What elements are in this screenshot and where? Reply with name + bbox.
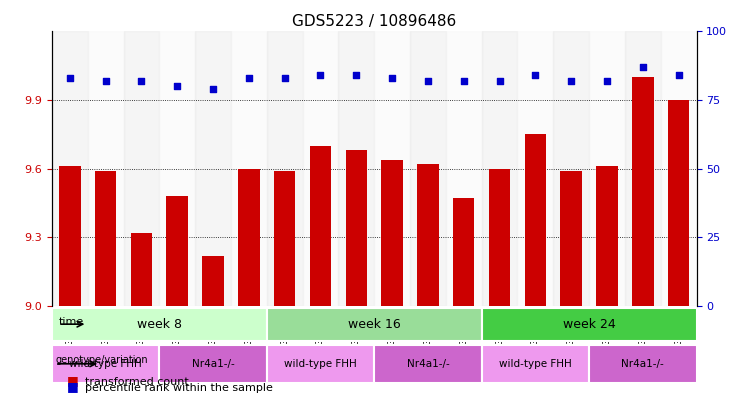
- Point: [386, 75, 398, 81]
- Bar: [231, 31, 267, 306]
- Bar: [661, 31, 697, 306]
- Text: Nr4a1-/-: Nr4a1-/-: [192, 359, 234, 369]
- Point: [243, 75, 255, 81]
- Bar: [274, 171, 296, 306]
- Bar: [632, 77, 654, 306]
- Point: [279, 75, 290, 81]
- Bar: [195, 31, 231, 306]
- Bar: [124, 31, 159, 306]
- Bar: [417, 164, 439, 306]
- Bar: [95, 171, 116, 306]
- Bar: [668, 100, 689, 306]
- Bar: [238, 169, 259, 306]
- Point: [207, 86, 219, 92]
- FancyBboxPatch shape: [482, 345, 589, 383]
- Point: [673, 72, 685, 79]
- Text: Nr4a1-/-: Nr4a1-/-: [622, 359, 664, 369]
- Text: wild-type FHH: wild-type FHH: [69, 359, 142, 369]
- Point: [637, 64, 649, 70]
- Text: week 24: week 24: [562, 318, 616, 331]
- Text: Nr4a1-/-: Nr4a1-/-: [407, 359, 449, 369]
- Text: wild-type FHH: wild-type FHH: [499, 359, 572, 369]
- Bar: [597, 166, 618, 306]
- FancyBboxPatch shape: [482, 308, 697, 341]
- Bar: [589, 31, 625, 306]
- Bar: [554, 31, 589, 306]
- Bar: [517, 31, 554, 306]
- Title: GDS5223 / 10896486: GDS5223 / 10896486: [292, 14, 456, 29]
- Point: [136, 78, 147, 84]
- Text: percentile rank within the sample: percentile rank within the sample: [85, 383, 273, 393]
- Bar: [267, 31, 302, 306]
- Point: [601, 78, 613, 84]
- Point: [422, 78, 434, 84]
- Bar: [345, 151, 367, 306]
- Text: transformed count: transformed count: [85, 377, 189, 387]
- FancyBboxPatch shape: [52, 308, 267, 341]
- Bar: [302, 31, 339, 306]
- Text: wild-type FHH: wild-type FHH: [284, 359, 357, 369]
- Text: week 16: week 16: [348, 318, 401, 331]
- Point: [565, 78, 577, 84]
- Text: ■: ■: [67, 380, 79, 393]
- Point: [529, 72, 541, 79]
- Bar: [489, 169, 511, 306]
- Bar: [130, 233, 152, 306]
- Bar: [159, 31, 195, 306]
- Bar: [525, 134, 546, 306]
- Bar: [310, 146, 331, 306]
- FancyBboxPatch shape: [52, 345, 159, 383]
- Text: week 8: week 8: [137, 318, 182, 331]
- Bar: [482, 31, 517, 306]
- FancyBboxPatch shape: [267, 345, 374, 383]
- FancyBboxPatch shape: [374, 345, 482, 383]
- Point: [314, 72, 326, 79]
- Bar: [374, 31, 410, 306]
- Bar: [446, 31, 482, 306]
- Bar: [560, 171, 582, 306]
- Point: [494, 78, 505, 84]
- Text: genotype/variation: genotype/variation: [55, 354, 147, 365]
- Text: time: time: [59, 317, 84, 327]
- Text: ■: ■: [67, 374, 79, 387]
- Bar: [202, 255, 224, 306]
- FancyBboxPatch shape: [267, 308, 482, 341]
- Bar: [87, 31, 124, 306]
- Point: [171, 83, 183, 90]
- Bar: [52, 31, 87, 306]
- FancyBboxPatch shape: [159, 345, 267, 383]
- Point: [64, 75, 76, 81]
- Point: [350, 72, 362, 79]
- Point: [458, 78, 470, 84]
- Bar: [167, 196, 188, 306]
- Bar: [59, 166, 81, 306]
- Bar: [625, 31, 661, 306]
- Bar: [410, 31, 446, 306]
- Bar: [453, 198, 474, 306]
- Bar: [339, 31, 374, 306]
- Point: [99, 78, 111, 84]
- FancyBboxPatch shape: [589, 345, 697, 383]
- Bar: [382, 160, 403, 306]
